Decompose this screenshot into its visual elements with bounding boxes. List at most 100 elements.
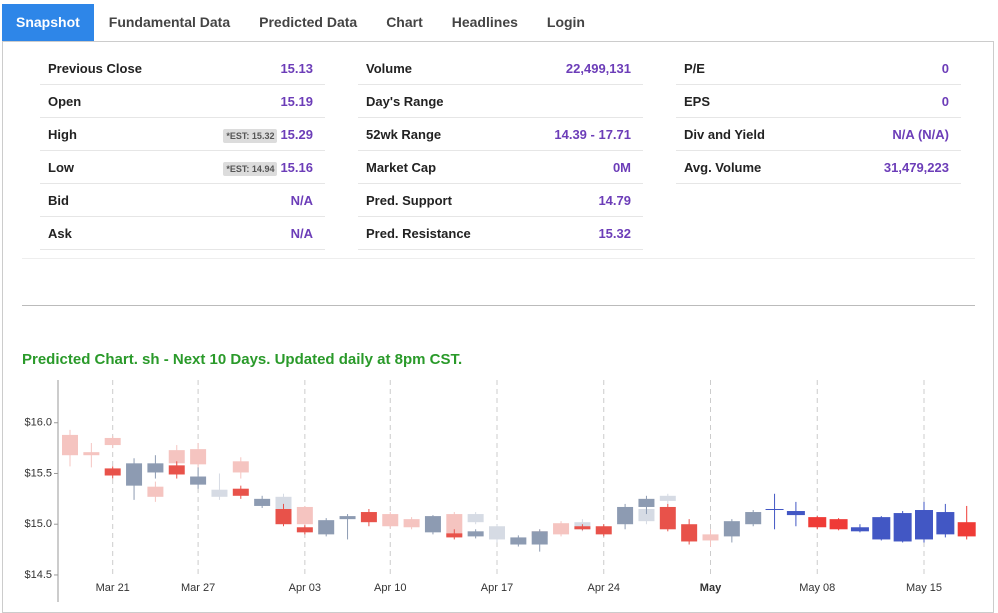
candle-body: [745, 512, 762, 525]
candle-body: [104, 437, 121, 446]
candle-body: [467, 531, 484, 537]
stat-value-wrap: *EST: 14.94 15.16: [223, 159, 325, 176]
candle-body: [424, 516, 441, 533]
stat-row: Pred. Support 14.79: [358, 184, 643, 217]
stat-label: Volume: [366, 60, 412, 76]
stat-value: 15.32: [598, 225, 631, 241]
candle-body: [147, 486, 164, 497]
candle-body: [957, 522, 976, 537]
candle-body: [254, 498, 271, 506]
stat-label: Div and Yield: [684, 126, 765, 142]
candle-body: [595, 526, 612, 535]
stat-label: Bid: [48, 192, 69, 208]
tab[interactable]: Chart: [386, 14, 423, 30]
candle-body: [232, 488, 249, 496]
candle-body: [339, 516, 356, 520]
stat-label: Avg. Volume: [684, 159, 762, 175]
candle-body: [168, 465, 185, 475]
candle-body: [723, 521, 740, 537]
stat-value: 15.19: [280, 93, 313, 109]
stat-row: Avg. Volume 31,479,223: [676, 151, 961, 184]
stat-label: Market Cap: [366, 159, 437, 175]
candle-body: [681, 524, 698, 542]
x-tick-label: May 15: [906, 582, 942, 594]
stats-column: Volume 22,499,131 Day's Range 52wk Range 14.…: [358, 52, 643, 250]
x-tick-label: Mar 21: [96, 582, 130, 594]
tab[interactable]: Fundamental Data: [108, 14, 231, 30]
tab[interactable]: Predicted Data: [259, 14, 358, 30]
divider: [22, 305, 975, 306]
candle-body: [467, 514, 484, 523]
candle-body: [786, 511, 805, 516]
candle-body: [531, 531, 548, 545]
stat-label: Previous Close: [48, 60, 142, 76]
stat-row: EPS 0: [676, 85, 961, 118]
stat-label: Pred. Resistance: [366, 225, 471, 241]
y-tick-label: $16.0: [24, 417, 52, 429]
stat-row: Pred. Resistance 15.32: [358, 217, 643, 250]
candle-body: [126, 463, 143, 486]
candle-body: [574, 526, 591, 530]
candle-body: [382, 514, 399, 527]
stat-value: N/A: [290, 225, 313, 241]
candle-body: [765, 508, 784, 511]
stat-label: Open: [48, 93, 82, 109]
stats-column: P/E 0 EPS 0 Div and Yield N/A (N/A) Avg. Volum…: [676, 52, 961, 184]
stat-value-wrap: *EST: 15.32 15.29: [223, 127, 325, 143]
stat-label: EPS: [684, 93, 711, 109]
tab[interactable]: Login: [546, 14, 585, 30]
tab[interactable]: Snapshot: [2, 4, 94, 41]
stat-row: Ask N/A: [40, 217, 325, 250]
stat-value-wrap: N/A: [291, 226, 325, 241]
stat-label: Day's Range: [366, 93, 444, 109]
stat-value: 31,479,223: [883, 159, 949, 175]
candle-body: [638, 498, 655, 507]
stat-value-wrap: 15.13: [280, 61, 325, 76]
stat-row: Low *EST: 14.94 15.16: [40, 151, 325, 184]
stat-row: Market Cap 0M: [358, 151, 643, 184]
stat-value-wrap: 14.39 - 17.71: [554, 127, 643, 142]
stat-value: 15.16: [280, 159, 313, 175]
x-tick-label: May: [700, 582, 722, 594]
candle-body: [915, 510, 933, 540]
x-tick-label: Apr 03: [289, 582, 321, 594]
stat-value-wrap: 22,499,131: [566, 61, 643, 76]
stat-label: Ask: [48, 225, 72, 241]
stat-value-wrap: N/A: [291, 193, 325, 208]
candle-body: [446, 514, 463, 537]
tab-bar: Snapshot Fundamental Data Predicted Data Ch…: [2, 4, 599, 41]
candle-body: [638, 508, 655, 522]
candle-body: [62, 434, 78, 456]
candle-body: [829, 519, 848, 530]
x-tick-label: Apr 24: [588, 582, 620, 594]
candle-body: [659, 506, 676, 530]
stat-value: 0: [941, 93, 949, 109]
candle-body: [872, 517, 891, 540]
candle-body: [275, 508, 292, 525]
stat-label: Low: [48, 159, 74, 175]
candle-body: [936, 512, 955, 535]
candle-body: [275, 496, 292, 509]
candle-body: [702, 534, 719, 541]
chart-title: Predicted Chart. sh - Next 10 Days. Upda…: [22, 351, 463, 368]
candle-body: [104, 468, 121, 476]
stats-column: Previous Close 15.13 Open 15.19 High *EST: 15…: [40, 52, 325, 250]
candle-body: [168, 450, 185, 464]
y-tick-label: $14.5: [24, 569, 52, 581]
stat-value: 22,499,131: [565, 60, 631, 76]
x-tick-label: Apr 10: [374, 582, 406, 594]
candle-body: [553, 523, 570, 535]
candle-body: [808, 517, 827, 528]
tab[interactable]: Headlines: [451, 14, 518, 30]
stat-value-wrap: 15.32: [598, 226, 643, 241]
stat-value-wrap: 0: [942, 94, 961, 109]
candle-body: [190, 476, 207, 485]
candle-body: [147, 463, 164, 473]
divider: [22, 258, 975, 259]
stat-value-wrap: 14.79: [598, 193, 643, 208]
stat-label: 52wk Range: [366, 126, 442, 142]
candle-body: [318, 520, 335, 535]
stat-row: High *EST: 15.32 15.29: [40, 118, 325, 151]
